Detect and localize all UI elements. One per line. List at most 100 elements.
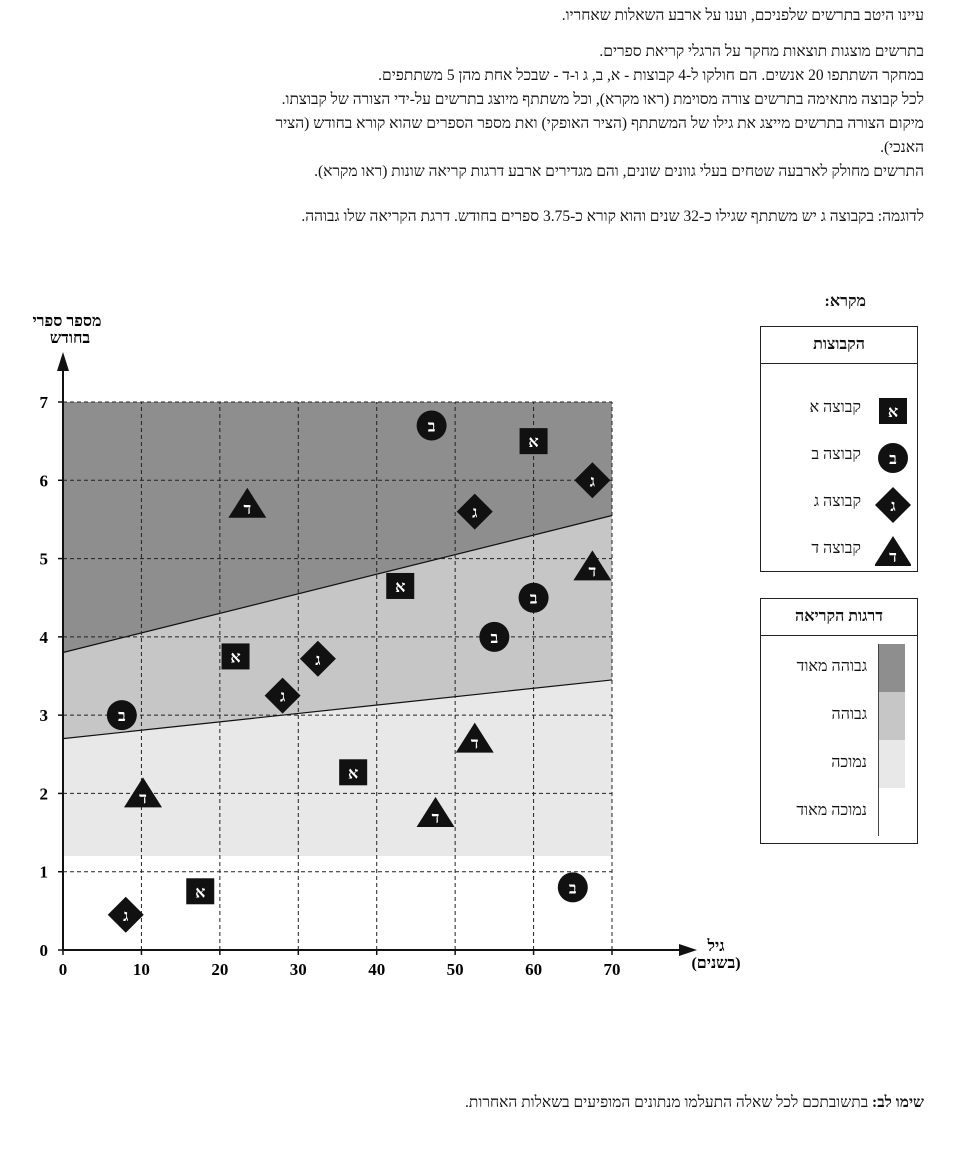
note-text: שימו לב: בתשובתכם לכל שאלה התעלמו מנתוני… [24, 1091, 924, 1115]
y-tick-label: 6 [40, 471, 49, 490]
intro-text: עיינו היטב בתרשים שלפניכם, וענו על ארבע … [561, 7, 924, 24]
marker-diamond [299, 640, 336, 677]
data-point-triangle: ד [573, 550, 612, 581]
marker-square [186, 878, 215, 905]
group-legend-symbol: א [879, 398, 907, 424]
marker-letter: ג [590, 473, 595, 490]
marker-square [386, 572, 415, 599]
y-tick-label: 7 [40, 393, 49, 412]
description: בתרשים מוצגות תוצאות מחקר על הרגלי קריאת… [24, 40, 924, 184]
y-axis-arrow [57, 352, 69, 371]
data-point-triangle: ד [416, 797, 455, 827]
marker-triangle [123, 777, 162, 808]
data-point-diamond: ג [107, 896, 144, 933]
y-axis-label-line1: מספר ספרי [32, 313, 101, 330]
group-legend-item: קבוצה ג ג [761, 484, 917, 524]
boundary-line-upper [62, 514, 613, 654]
group-legend-item: קבוצה ד ד [761, 531, 917, 571]
x-tick-label: 50 [447, 960, 464, 979]
marker-diamond [875, 487, 911, 523]
marker-letter: ב [889, 451, 897, 468]
marker-letter: ג [472, 505, 477, 522]
levels-legend: דרגות הקריאה גבוהה מאוד גבוהה נמוכה נמוכה מ… [760, 598, 918, 844]
legend-marker-triangle: ד [875, 536, 911, 566]
groups-legend: הקבוצות קבוצה א א קבוצה ב ב קבוצה ג ג קבוצה ד ד [760, 326, 918, 572]
x-tick-label: 60 [525, 960, 542, 979]
y-tick-label: 2 [40, 784, 49, 803]
desc-line-6: התרשים מחולק לארבעה שטחים בעלי גוונים שו… [314, 163, 924, 180]
group-legend-item: קבוצה א א [761, 390, 917, 430]
note-rest: בתשובתכם לכל שאלה התעלמו מנתונים המופיעי… [465, 1094, 873, 1111]
data-point-diamond: ג [456, 493, 493, 530]
data-point-square: א [186, 878, 215, 905]
x-tick-label: 20 [211, 960, 228, 979]
level-swatch [878, 788, 905, 836]
marker-letter: א [195, 884, 205, 901]
x-tick-label: 70 [604, 960, 621, 979]
data-point-circle: ב [479, 621, 510, 652]
data-point-triangle: ד [455, 722, 494, 753]
marker-letter: ג [280, 689, 285, 706]
level-label: נמוכה מאוד [796, 802, 867, 819]
marker-diamond [107, 896, 144, 933]
data-points: א א א א א ב ב ב ב ב ג ג ג ג ג ד ד ד ד ד [106, 410, 612, 933]
data-point-square: א [386, 572, 415, 599]
group-legend-label: קבוצה ב [811, 446, 861, 463]
marker-diamond [574, 462, 611, 499]
marker-letter: ד [589, 563, 597, 580]
data-point-triangle: ד [228, 487, 267, 518]
marker-triangle [573, 550, 612, 581]
y-tick-label: 3 [40, 706, 49, 725]
marker-diamond [264, 677, 301, 714]
tick-labels: 0 10 20 30 40 50 60 70 0 1 2 3 4 5 6 7 [40, 393, 621, 979]
marker-square [339, 759, 368, 786]
marker-letter: ב [530, 591, 538, 608]
x-axis-unit: (בשנים) [691, 955, 740, 972]
reading-level-regions [62, 402, 613, 857]
level-label: נמוכה [831, 754, 867, 771]
marker-triangle [228, 487, 267, 518]
groups-legend-title: הקבוצות [761, 327, 917, 364]
marker-letter: א [395, 579, 405, 596]
data-point-diamond: ג [574, 462, 611, 499]
desc-line-4: מיקום הצורה בתרשים מייצג את גילו של המשת… [275, 115, 924, 132]
data-point-square: א [339, 759, 368, 786]
group-legend-symbol: ב [878, 443, 908, 473]
marker-letter: ג [890, 498, 895, 515]
marker-triangle [455, 722, 494, 753]
data-point-circle: ב [416, 410, 447, 441]
x-tick-label: 0 [59, 960, 68, 979]
region-high [63, 515, 612, 739]
marker-triangle [416, 797, 455, 827]
marker-circle [479, 621, 510, 652]
x-axis-label: גיל [707, 937, 725, 955]
marker-circle [557, 872, 588, 903]
marker-letter: ב [428, 418, 436, 435]
marker-letter: ב [490, 630, 498, 647]
data-point-diamond: ג [299, 640, 336, 677]
marker-letter: ג [123, 908, 128, 925]
y-tick-label: 5 [40, 550, 49, 569]
x-tick-label: 40 [368, 960, 385, 979]
marker-letter: ד [889, 549, 897, 566]
boundary-line-lower [62, 679, 613, 740]
desc-line-1: בתרשים מוצגות תוצאות מחקר על הרגלי קריאת… [599, 43, 924, 60]
marker-letter: ד [471, 736, 479, 753]
marker-letter: א [528, 434, 538, 451]
level-label: גבוהה [831, 706, 868, 723]
level-label: גבוהה מאוד [796, 658, 867, 675]
desc-line-3: לכל קבוצה מתאימה בתרשים צורה מסוימת (ראו… [281, 91, 924, 108]
marker-letter: א [230, 649, 240, 666]
data-point-circle: ב [557, 872, 588, 903]
legend-marker-diamond: ג [875, 487, 911, 523]
marker-diamond [456, 493, 493, 530]
y-tick-label: 0 [40, 941, 49, 960]
legend-marker-circle: ב [878, 443, 908, 473]
marker-square [879, 398, 907, 424]
note-bold: שימו לב: [872, 1094, 924, 1111]
grid-lines [63, 401, 613, 950]
group-legend-label: קבוצה ג [813, 493, 861, 510]
axes [57, 352, 697, 956]
data-point-square: א [519, 428, 548, 455]
